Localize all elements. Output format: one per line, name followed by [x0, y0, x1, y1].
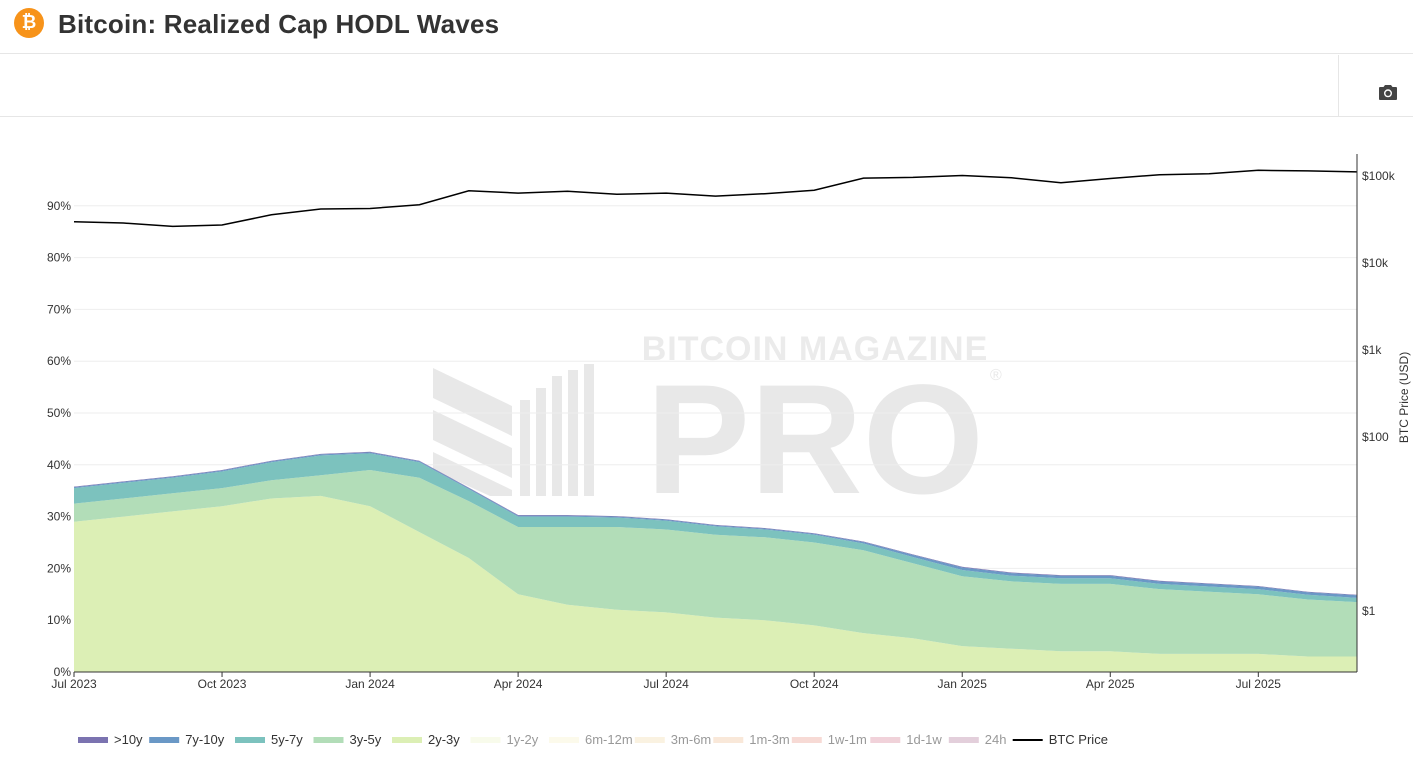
area-band-3y5y [74, 470, 1357, 657]
legend-swatch [713, 737, 744, 743]
legend-swatch [149, 737, 180, 743]
btc-price-series [73, 169, 1358, 228]
y-tick-label-left: 30% [47, 510, 71, 524]
y-tick-label-left: 20% [47, 561, 71, 575]
watermark-line2: PRO [646, 353, 984, 527]
legend-swatch [235, 737, 265, 743]
y-tick-label-left: 50% [47, 406, 71, 420]
y-axis-title-right: BTC Price (USD) [1397, 352, 1411, 443]
watermark-logo-icon [433, 364, 594, 496]
legend-label: 1y-2y [507, 732, 539, 747]
legend-item[interactable]: 3y-5y [313, 732, 382, 747]
page-title: Bitcoin: Realized Cap HODL Waves [58, 9, 500, 39]
x-tick-label: Oct 2023 [198, 677, 247, 691]
x-tick-label: Apr 2025 [1086, 677, 1135, 691]
hodl-waves-chart: BITCOIN MAGAZINE PRO ® 0% 10% 20% 30% 40% 50%… [47, 154, 1411, 747]
x-tick-label: Jul 2024 [643, 677, 689, 691]
legend: >10y 7y-10y 5y-7y 3y-5y 2y-3y 1y-2y 6m-12m 3m-6… [78, 732, 1108, 747]
legend-item[interactable]: 5y-7y [235, 732, 303, 747]
header: ₿ Bitcoin: Realized Cap HODL Waves [0, 0, 1413, 54]
y-tick-label-right: $1k [1362, 343, 1382, 357]
legend-label: BTC Price [1049, 732, 1108, 747]
y-tick-label-left: 90% [47, 199, 71, 213]
y-tick-label-left: 80% [47, 251, 71, 265]
legend-item[interactable]: 6m-12m [549, 732, 633, 747]
btc-price-line [73, 169, 1358, 228]
legend-label: >10y [114, 732, 143, 747]
legend-swatch [470, 737, 501, 743]
legend-item[interactable]: 1m-3m [713, 732, 790, 747]
legend-label: 1w-1m [828, 732, 867, 747]
camera-icon[interactable] [1378, 83, 1398, 101]
y-tick-label-left: 10% [47, 613, 71, 627]
legend-swatch [78, 737, 108, 743]
legend-label: 24h [985, 732, 1007, 747]
watermark: BITCOIN MAGAZINE PRO ® [433, 330, 1002, 527]
legend-label: 2y-3y [428, 732, 460, 747]
legend-swatch [392, 737, 422, 743]
watermark-mark: ® [990, 367, 1002, 384]
x-tick-label: Oct 2024 [790, 677, 839, 691]
x-tick-label: Jul 2023 [51, 677, 97, 691]
legend-swatch [870, 737, 901, 743]
legend-item[interactable]: 3m-6m [634, 732, 711, 747]
axes: 0% 10% 20% 30% 40% 50% 60% 70% 80% 90% $1 $100 $1k $1… [47, 154, 1411, 691]
y-tick-label-left: 0% [54, 665, 72, 679]
x-tick-label: Jan 2025 [938, 677, 988, 691]
y-tick-label-right: $10k [1362, 256, 1389, 270]
x-tick-label: Jul 2025 [1236, 677, 1282, 691]
x-tick-label: Apr 2024 [494, 677, 543, 691]
area-band-2y3y [74, 495, 1357, 672]
legend-item[interactable]: 1d-1w [870, 732, 942, 747]
legend-label: 3y-5y [350, 732, 382, 747]
chart-toolbar [0, 55, 1413, 117]
legend-label: 1d-1w [906, 732, 942, 747]
legend-item[interactable]: 24h [948, 732, 1007, 747]
legend-item[interactable]: 7y-10y [149, 732, 225, 747]
legend-swatch [634, 737, 665, 743]
legend-label: 5y-7y [271, 732, 303, 747]
legend-item[interactable]: 2y-3y [392, 732, 460, 747]
legend-item[interactable]: 1y-2y [470, 732, 539, 747]
y-tick-label-left: 60% [47, 354, 71, 368]
area-series [74, 451, 1357, 672]
y-tick-label-left: 70% [47, 302, 71, 316]
legend-swatch [313, 737, 344, 743]
toolbar-divider [1338, 55, 1339, 117]
legend-swatch [791, 737, 822, 743]
legend-item[interactable]: BTC Price [1012, 732, 1108, 747]
legend-label: 1m-3m [749, 732, 789, 747]
y-tick-label-left: 40% [47, 458, 71, 472]
legend-label: 3m-6m [671, 732, 711, 747]
y-tick-label-right: $100 [1362, 430, 1389, 444]
legend-label: 7y-10y [185, 732, 225, 747]
legend-item[interactable]: >10y [78, 732, 143, 747]
legend-item[interactable]: 1w-1m [791, 732, 867, 747]
bitcoin-logo-icon: ₿ [14, 8, 44, 38]
x-tick-label: Jan 2024 [345, 677, 395, 691]
legend-swatch [948, 737, 979, 743]
y-tick-label-right: $1 [1362, 604, 1376, 618]
y-tick-label-right: $100k [1362, 169, 1396, 183]
area-band-5y7y [74, 453, 1357, 603]
legend-swatch [549, 737, 579, 743]
legend-label: 6m-12m [585, 732, 633, 747]
chart-area: BITCOIN MAGAZINE PRO ® 0% 10% 20% 30% 40% 50%… [0, 118, 1413, 759]
